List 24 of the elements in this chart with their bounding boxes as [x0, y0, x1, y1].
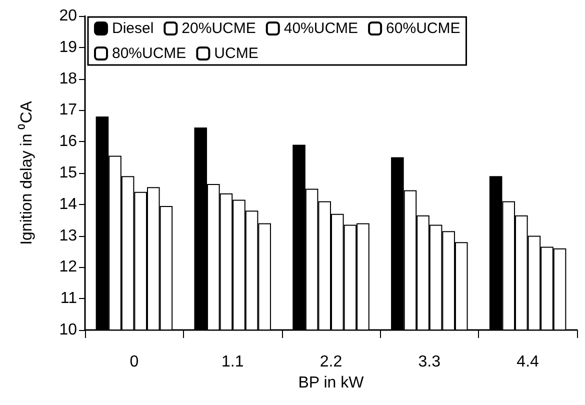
- y-tick-label: 10: [59, 322, 78, 338]
- y-tick-label: 17: [59, 102, 78, 119]
- x-tick-label: 2.2: [320, 354, 342, 370]
- legend-label: Diesel: [112, 20, 154, 37]
- legend-label: 40%UCME: [284, 20, 358, 37]
- legend-label: 60%UCME: [386, 20, 460, 37]
- x-tick-label: 3.3: [418, 354, 441, 370]
- x-tick-label: 1.1: [221, 354, 244, 370]
- legend-label: 80%UCME: [112, 45, 186, 62]
- y-tick-label: 13: [59, 227, 78, 244]
- legend-label: UCME: [214, 45, 258, 62]
- y-tick-label: 20: [59, 8, 78, 24]
- y-tick-label: 15: [59, 164, 78, 182]
- y-axis-title: Ignition delay in ⁰CA: [18, 100, 36, 245]
- x-axis-title: BP in kW: [298, 374, 365, 392]
- y-tick-label: 11: [60, 290, 78, 308]
- y-tick-label: 19: [59, 38, 78, 56]
- y-tick-label: 12: [59, 258, 78, 276]
- x-tick-label: 4.4: [516, 354, 540, 370]
- y-tick-label: 14: [59, 196, 78, 213]
- y-tick-label: 18: [59, 70, 78, 88]
- y-tick-label: 16: [59, 133, 78, 150]
- x-tick-label: 0: [130, 354, 139, 370]
- legend-label: 20%UCME: [182, 20, 256, 37]
